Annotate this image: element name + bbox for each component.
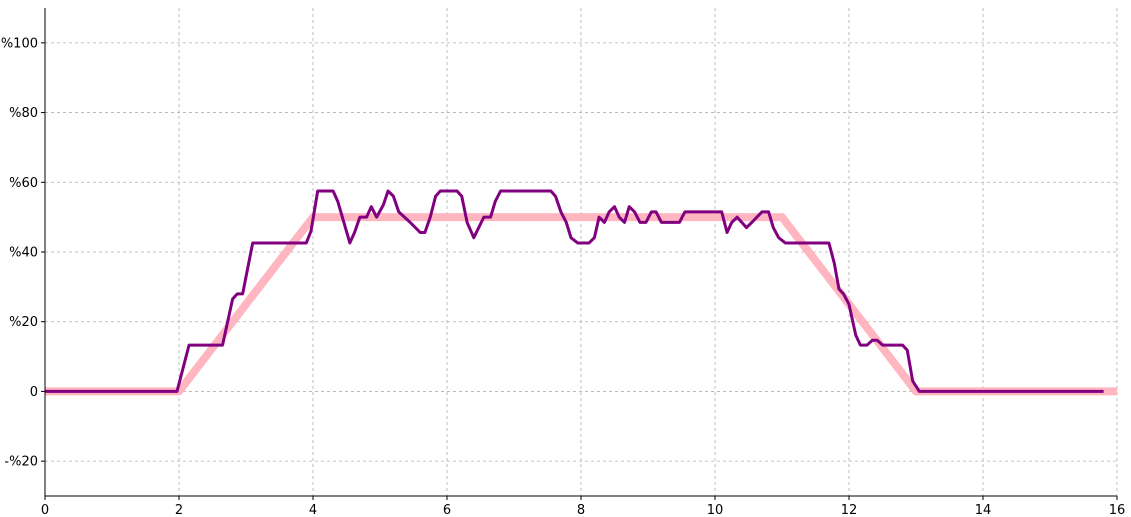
x-tick-label: 2 [175, 503, 183, 517]
x-tick-label: 10 [707, 503, 724, 517]
grid [44, 8, 1118, 496]
x-tick-label: 12 [841, 503, 858, 517]
y-tick-label: %100 [1, 36, 38, 51]
series-group [45, 189, 1117, 396]
ticks: 0 2 4 6 8 10 12 14 16 -%20 0 %20 %40 %60 %80 %100 [1, 36, 1125, 517]
y-tick-label: 0 [30, 385, 38, 400]
x-tick-label: 16 [1109, 503, 1126, 517]
y-tick-label: %80 [9, 106, 38, 121]
series-line-purple [45, 189, 1104, 393]
x-tick-label: 4 [309, 503, 317, 517]
x-tick-label: 6 [443, 503, 451, 517]
y-tick-label: %20 [9, 315, 38, 330]
y-tick-label: -%20 [4, 455, 38, 470]
x-tick-label: 14 [975, 503, 992, 517]
x-tick-label: 8 [577, 503, 585, 517]
y-tick-label: %40 [9, 246, 38, 261]
x-tick-label: 0 [41, 503, 49, 517]
y-tick-label: %60 [9, 176, 38, 191]
